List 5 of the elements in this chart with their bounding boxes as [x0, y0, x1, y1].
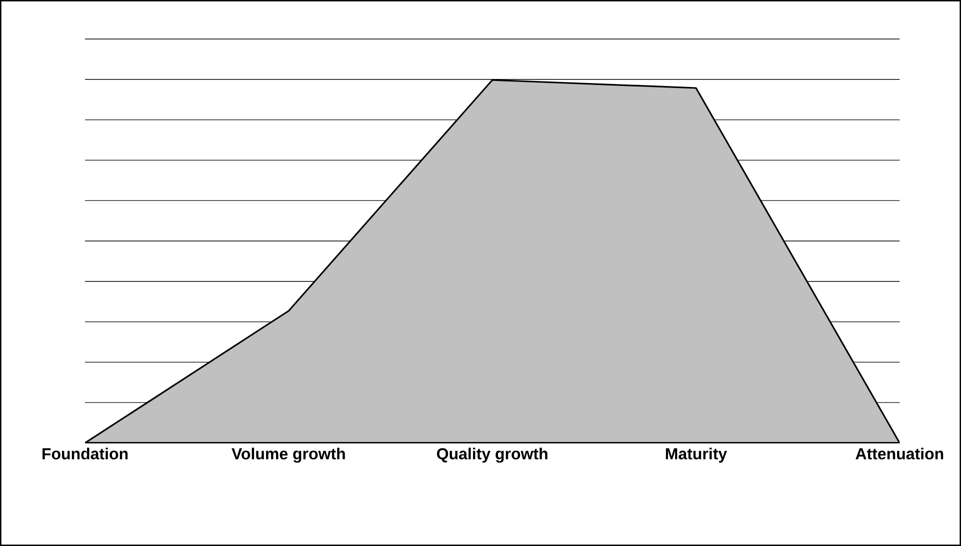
x-tick-label: Foundation — [42, 448, 128, 460]
x-tick-label: Volume growth — [232, 448, 345, 463]
x-tick-label: Attenuation — [856, 448, 944, 460]
x-tick-label: Maturity — [666, 448, 728, 463]
x-tick-label: Quality growth — [436, 448, 548, 463]
